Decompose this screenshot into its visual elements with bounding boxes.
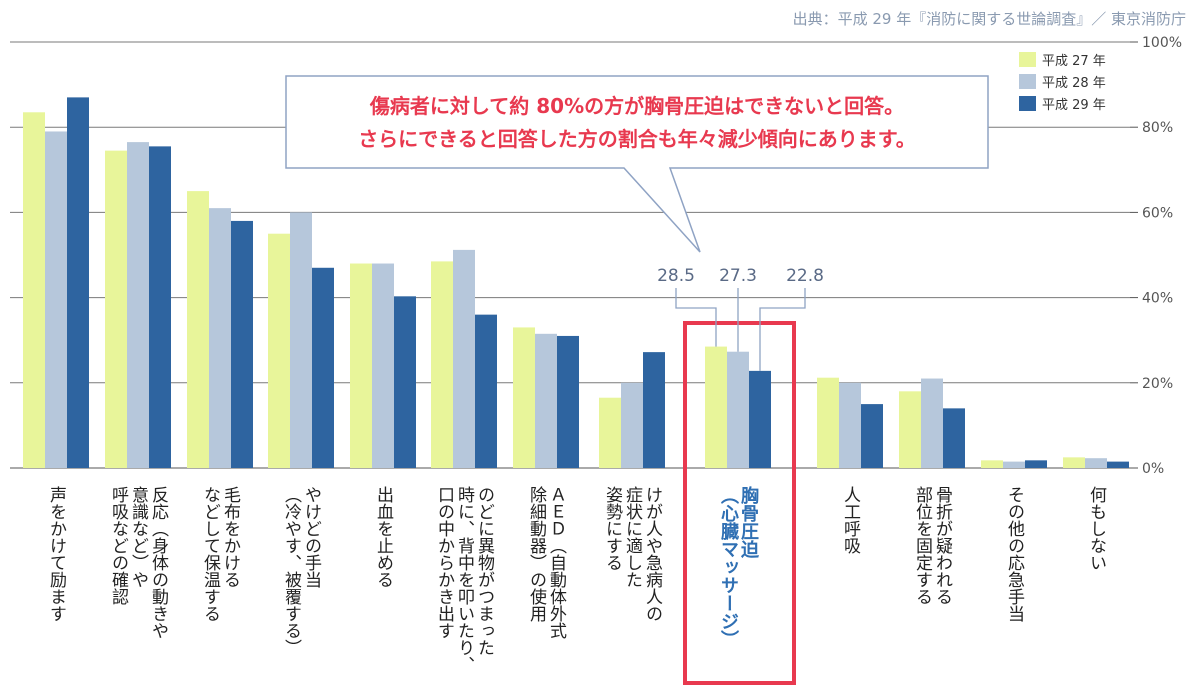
y-tick-label: 100% [1142, 35, 1182, 51]
legend-swatch [1019, 95, 1036, 111]
annotation-label: 22.8 [786, 266, 824, 286]
category-label: 声をかけて励ます [46, 486, 66, 622]
category-label: けが人や急病人の 症状に適した 姿勢にする [602, 486, 662, 622]
bar-2-cat-3 [290, 212, 312, 468]
y-tick-label: 0% [1142, 461, 1164, 477]
bar-2-cat-11 [1003, 461, 1025, 468]
bar-1-cat-6 [513, 327, 535, 468]
bar-2-cat-12 [1085, 458, 1107, 468]
callout-message: 傷病者に対して約 80%の方が胸骨圧迫はできないと回答。 さらにできると回答した… [286, 76, 988, 170]
bar-3-cat-2 [231, 220, 253, 468]
bar-3-cat-9 [861, 404, 883, 468]
legend-swatch [1019, 73, 1036, 89]
legend-label: 平成 28 年 [1042, 75, 1106, 91]
y-tick-label: 80% [1142, 120, 1173, 136]
category-label: 反応（身体の動きや 意識など）や 呼吸などの確認 [108, 486, 168, 639]
category-label: やけどの手当 （冷やす、被覆する） [281, 486, 321, 656]
category-label: 何もしない [1086, 486, 1106, 571]
bar-1-cat-3 [268, 233, 290, 468]
bar-2-cat-2 [209, 208, 231, 468]
bar-1-cat-11 [981, 460, 1003, 468]
legend-item-h29: 平成 29 年 [1019, 92, 1106, 114]
bar-1-cat-9 [817, 377, 839, 468]
bar-2-cat-1 [127, 142, 149, 469]
legend: 平成 27 年 平成 28 年 平成 29 年 [1019, 48, 1106, 114]
bar-3-cat-11 [1025, 460, 1047, 468]
bar-2-cat-9 [839, 382, 861, 468]
annotation-label: 27.3 [719, 266, 757, 286]
leader-line [675, 288, 717, 347]
bar-3-cat-10 [943, 408, 965, 468]
bar-1-cat-12 [1063, 457, 1085, 468]
bar-2-cat-10 [921, 378, 943, 468]
bar-3-cat-6 [557, 335, 579, 468]
bar-1-cat-4 [350, 263, 372, 468]
category-label: その他の応急手当 [1004, 486, 1024, 622]
callout-line-1: 傷病者に対して約 80%の方が胸骨圧迫はできないと回答。 [369, 94, 905, 118]
legend-label: 平成 29 年 [1042, 97, 1106, 113]
callout-bubble [285, 75, 989, 253]
legend-item-h28: 平成 28 年 [1019, 70, 1106, 92]
bar-3-cat-5 [475, 314, 497, 468]
category-label: のどに異物がつまった 時に、背中を叩いたり、 口の中からかき出す [434, 486, 494, 673]
category-label: 毛布をかける などして保温する [200, 486, 240, 622]
leader-line [759, 288, 806, 371]
bar-2-cat-6 [535, 333, 557, 468]
bar-3-cat-0 [67, 97, 89, 468]
category-label: 出血を止める [373, 486, 393, 588]
annotation-label: 28.5 [657, 266, 695, 286]
legend-item-h27: 平成 27 年 [1019, 48, 1106, 70]
legend-swatch [1019, 51, 1036, 67]
bar-3-cat-1 [149, 146, 171, 468]
legend-label: 平成 27 年 [1042, 53, 1106, 69]
bar-2-cat-5 [453, 249, 475, 468]
bar-3-cat-7 [643, 352, 665, 468]
bar-2-cat-8 [727, 351, 749, 468]
y-tick-label: 60% [1142, 205, 1173, 221]
bar-3-cat-3 [312, 267, 334, 468]
bar-2-cat-7 [621, 382, 643, 468]
highlight-box [683, 321, 796, 685]
category-label: ＡＥＤ（自動体外式 除細動器）の使用 [526, 486, 566, 639]
bar-3-cat-12 [1107, 461, 1129, 468]
bar-3-cat-8 [749, 370, 771, 468]
bar-1-cat-0 [23, 112, 45, 468]
bar-1-cat-8 [705, 346, 727, 468]
callout-line-2: さらにできると回答した方の割合も年々減少傾向にあります。 [358, 127, 916, 151]
bar-3-cat-4 [394, 296, 416, 468]
y-tick-label: 20% [1142, 376, 1173, 392]
category-label: 人工呼吸 [840, 486, 860, 554]
bar-1-cat-10 [899, 391, 921, 468]
bar-1-cat-5 [431, 261, 453, 468]
bar-2-cat-0 [45, 131, 67, 468]
source-note: 出典：平成 29 年『消防に関する世論調査』／ 東京消防庁 [792, 10, 1186, 28]
bar-2-cat-4 [372, 263, 394, 468]
category-label: 胸骨圧迫 （心臓マッサージ） [718, 486, 759, 648]
bar-1-cat-7 [599, 397, 621, 468]
category-label: 骨折が疑われる 部位を固定する [912, 486, 952, 605]
bar-1-cat-2 [187, 191, 209, 468]
bar-1-cat-1 [105, 150, 127, 468]
y-tick-label: 40% [1142, 291, 1173, 307]
